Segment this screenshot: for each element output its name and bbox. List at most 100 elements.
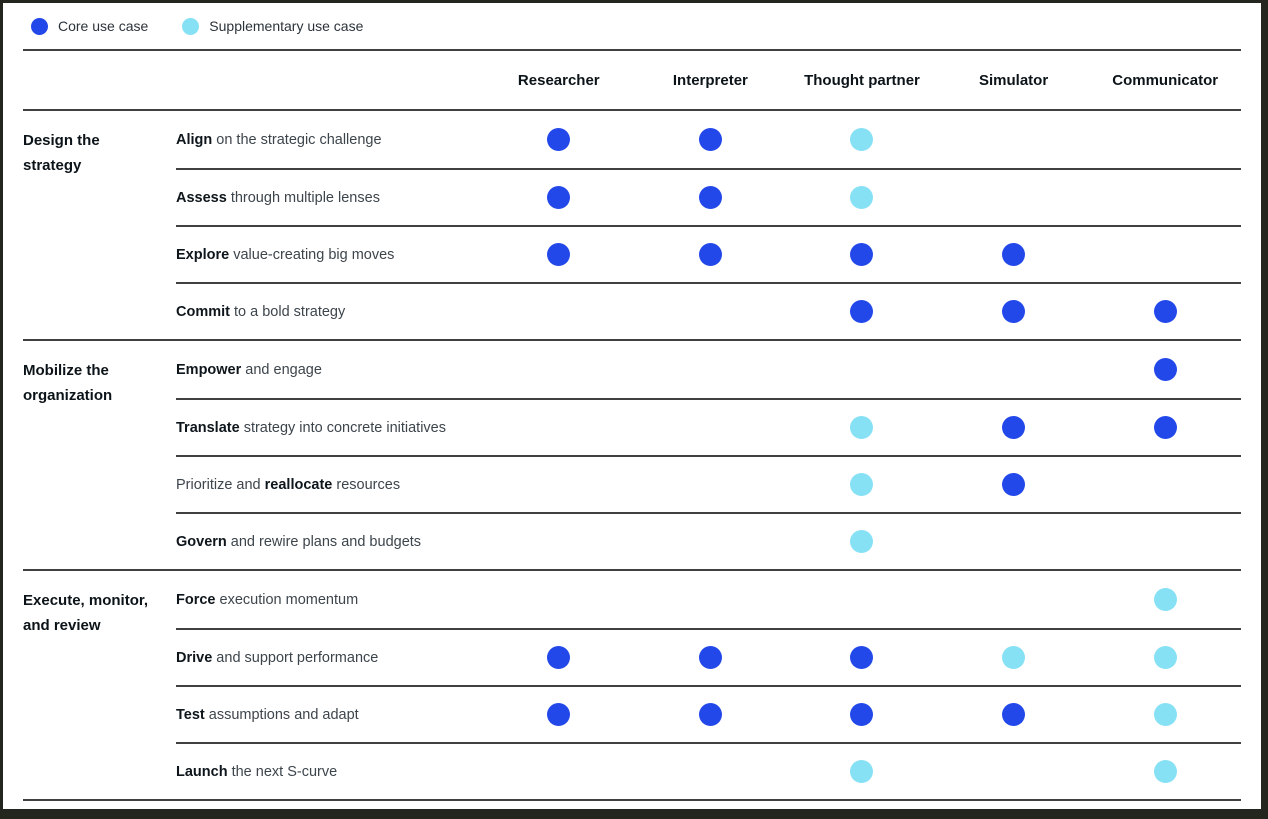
supplementary-use-case-dot-icon bbox=[850, 530, 874, 553]
group-rows: Force execution momentum Drive and suppor… bbox=[176, 571, 1241, 799]
matrix-cell bbox=[786, 514, 938, 569]
core-use-case-dot-icon bbox=[1002, 703, 1026, 726]
matrix-cell bbox=[483, 227, 635, 282]
supplementary-use-case-dot-icon bbox=[1153, 588, 1177, 611]
matrix-cell bbox=[786, 341, 938, 398]
matrix-cell bbox=[938, 457, 1090, 512]
matrix-cell bbox=[938, 514, 1090, 569]
group-rows: Empower and engage Translate strategy int… bbox=[176, 341, 1241, 569]
matrix-cell bbox=[635, 227, 787, 282]
row-label: Drive and support performance bbox=[176, 650, 483, 666]
supplementary-use-case-dot-icon bbox=[850, 416, 874, 439]
row-label-text: to a bold strategy bbox=[229, 303, 346, 320]
table-row: Test assumptions and adapt bbox=[176, 685, 1241, 742]
row-label-keyword: Empower bbox=[176, 361, 242, 378]
column-header-simulator: Simulator bbox=[979, 71, 1049, 89]
row-label: Test assumptions and adapt bbox=[176, 707, 483, 723]
supplementary-use-case-dot-icon bbox=[1153, 703, 1177, 726]
matrix-cell bbox=[1089, 341, 1241, 398]
row-label-text: assumptions and adapt bbox=[204, 706, 359, 723]
table-row: Force execution momentum bbox=[176, 571, 1241, 628]
legend-item-core: Core use case bbox=[31, 17, 149, 35]
column-header-communicator: Communicator bbox=[1112, 71, 1219, 89]
matrix-cell bbox=[786, 744, 938, 799]
row-label: Launch the next S-curve bbox=[176, 764, 483, 780]
matrix-cell bbox=[483, 687, 635, 742]
group-label: Mobilize the organization bbox=[23, 362, 113, 404]
matrix-cell bbox=[938, 341, 1090, 398]
legend: Core use case Supplementary use case bbox=[3, 3, 1261, 49]
matrix-cell bbox=[483, 341, 635, 398]
matrix-cell bbox=[483, 457, 635, 512]
matrix-cell bbox=[786, 284, 938, 339]
table-row: Explore value-creating big moves bbox=[176, 225, 1241, 282]
matrix-cell bbox=[483, 170, 635, 225]
matrix-cell bbox=[483, 400, 635, 455]
use-case-matrix: Researcher Interpreter Thought partner Simu… bbox=[23, 49, 1241, 801]
row-label-text: through multiple lenses bbox=[226, 189, 380, 206]
matrix-cell bbox=[483, 571, 635, 628]
matrix-cell bbox=[1089, 630, 1241, 685]
matrix-cell bbox=[635, 687, 787, 742]
matrix-cell bbox=[938, 744, 1090, 799]
matrix-cell bbox=[786, 457, 938, 512]
matrix-cell bbox=[938, 571, 1090, 628]
matrix-cell bbox=[1089, 284, 1241, 339]
matrix-body: Design the strategy Align on the strategi… bbox=[23, 111, 1241, 801]
table-row: Launch the next S-curve bbox=[176, 742, 1241, 799]
row-label-text: strategy into concrete initiatives bbox=[239, 419, 446, 436]
matrix-cell bbox=[1089, 111, 1241, 168]
matrix-cell bbox=[635, 170, 787, 225]
core-use-case-dot-icon bbox=[698, 243, 722, 266]
group-label: Design the strategy bbox=[23, 132, 100, 174]
legend-label-core: Core use case bbox=[58, 18, 149, 34]
core-use-case-dot-icon bbox=[698, 703, 722, 726]
core-use-case-dot-icon bbox=[1002, 473, 1026, 496]
row-label: Prioritize and reallocate resources bbox=[176, 477, 483, 493]
matrix-cell bbox=[483, 514, 635, 569]
table-row: Prioritize and reallocate resources bbox=[176, 455, 1241, 512]
core-use-case-dot-icon bbox=[1153, 416, 1177, 439]
column-header-thought-partner: Thought partner bbox=[804, 71, 920, 89]
row-label-text: and rewire plans and budgets bbox=[226, 533, 422, 550]
matrix-cell bbox=[1089, 457, 1241, 512]
supplementary-use-case-dot-icon bbox=[1002, 646, 1026, 669]
matrix-cell bbox=[786, 400, 938, 455]
matrix-cell bbox=[938, 227, 1090, 282]
row-label-text: on the strategic challenge bbox=[212, 131, 382, 148]
core-use-case-dot-icon bbox=[547, 646, 571, 669]
row-label: Empower and engage bbox=[176, 362, 483, 378]
matrix-cell bbox=[1089, 400, 1241, 455]
matrix-cell bbox=[938, 111, 1090, 168]
core-use-case-dot-icon bbox=[1153, 358, 1177, 381]
row-label-text: Prioritize and bbox=[176, 476, 265, 493]
table-row: Assess through multiple lenses bbox=[176, 168, 1241, 225]
matrix-cell bbox=[483, 744, 635, 799]
core-use-case-dot-icon bbox=[1002, 416, 1026, 439]
matrix-cell bbox=[1089, 514, 1241, 569]
row-label: Translate strategy into concrete initiat… bbox=[176, 420, 483, 436]
core-use-case-dot-icon bbox=[547, 186, 571, 209]
row-label: Force execution momentum bbox=[176, 592, 483, 608]
row-group: Mobilize the organization Empower and eng… bbox=[23, 341, 1241, 571]
core-use-case-dot-icon bbox=[850, 243, 874, 266]
row-label-keyword: Explore bbox=[176, 246, 230, 263]
table-row: Drive and support performance bbox=[176, 628, 1241, 685]
row-group: Execute, monitor, and review Force execut… bbox=[23, 571, 1241, 801]
row-label-keyword: Test bbox=[176, 706, 205, 723]
row-label-keyword: Drive bbox=[176, 649, 213, 666]
matrix-cell bbox=[1089, 227, 1241, 282]
core-use-case-dot-icon bbox=[547, 703, 571, 726]
row-label-keyword: Align bbox=[176, 131, 213, 148]
core-use-case-dot-icon bbox=[698, 128, 722, 151]
row-label: Govern and rewire plans and budgets bbox=[176, 534, 483, 550]
core-use-case-dot-icon bbox=[850, 300, 874, 323]
supplementary-use-case-dot-icon bbox=[1153, 760, 1177, 783]
core-use-case-dot-icon bbox=[1002, 243, 1026, 266]
row-label: Assess through multiple lenses bbox=[176, 190, 483, 206]
supplementary-use-case-dot-icon bbox=[850, 128, 874, 151]
row-label: Explore value-creating big moves bbox=[176, 247, 483, 263]
legend-label-supplementary: Supplementary use case bbox=[209, 18, 364, 34]
matrix-cell bbox=[938, 170, 1090, 225]
supplementary-use-case-dot-icon bbox=[850, 473, 874, 496]
